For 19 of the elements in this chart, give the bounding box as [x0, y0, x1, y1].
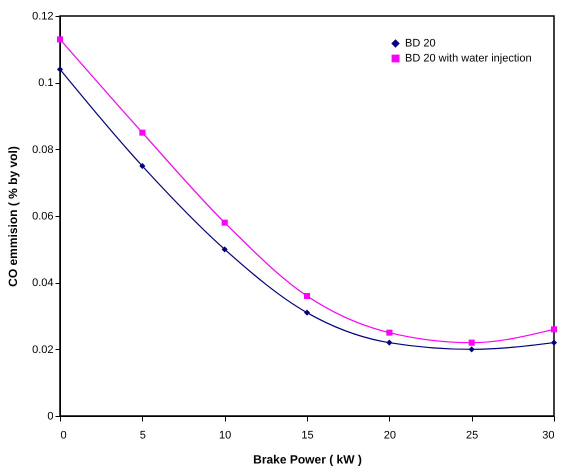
legend-label: BD 20 [405, 38, 436, 50]
y-tick-label: 0.04 [32, 277, 54, 290]
x-tick-label: 20 [384, 430, 396, 442]
x-tick-label: 5 [140, 430, 146, 442]
y-tick-label: 0.1 [38, 77, 54, 90]
point [304, 293, 310, 299]
legend-label: BD 20 with water injection [405, 52, 532, 64]
x-tick-label: 10 [219, 430, 232, 442]
y-tick-label: 0.06 [32, 210, 54, 222]
y-tick-label: 0.12 [32, 10, 54, 22]
y-axis-title: CO emmision ( % by vol) [6, 146, 20, 287]
x-tick-label: 15 [301, 430, 314, 442]
y-tick-label: 0.08 [32, 144, 54, 156]
x-tick-label: 0 [60, 430, 67, 442]
x-tick-label: 25 [466, 430, 478, 442]
y-tick-label: 0.02 [32, 344, 54, 356]
x-tick-label: 30 [542, 430, 554, 442]
y-tick-label: 0 [47, 410, 54, 422]
x-axis-title: Brake Power ( kW ) [253, 452, 362, 466]
